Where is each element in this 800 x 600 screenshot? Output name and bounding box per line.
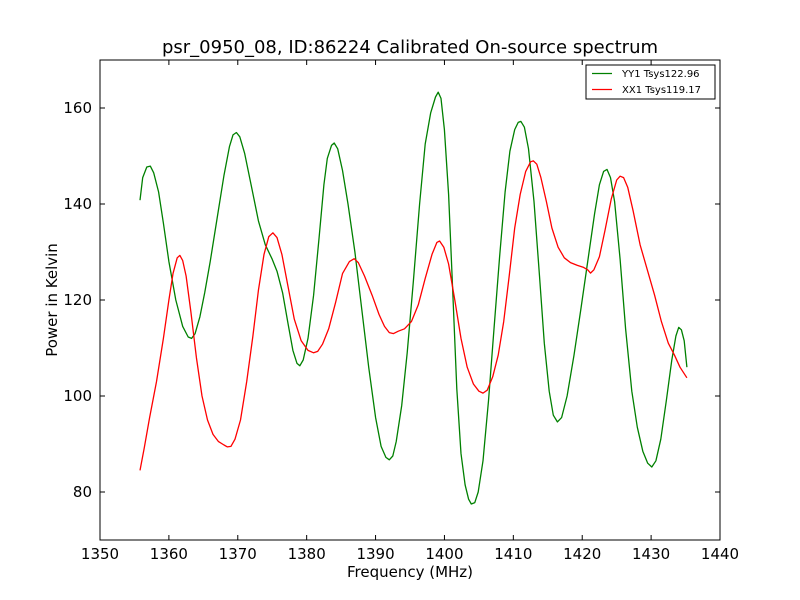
x-tick-label: 1380: [288, 545, 326, 563]
x-tick-label: 1430: [632, 545, 670, 563]
y-axis-label: Power in Kelvin: [43, 243, 61, 357]
y-tick-label: 160: [63, 99, 92, 117]
plot-area: 1350 1360 1370 1380 1390 1400 1410 1420 1430 1440…: [63, 59, 739, 563]
legend: YY1 Tsys122.96 XX1 Tsys119.17: [585, 64, 716, 100]
series-line-xx1: [139, 160, 688, 471]
series-line-yy1: [139, 91, 688, 505]
y-tick-label: 120: [63, 291, 92, 309]
x-tick-label: 1350: [81, 545, 119, 563]
x-tick-label: 1410: [494, 545, 532, 563]
series-layer: [139, 91, 688, 505]
x-tick-label: 1390: [356, 545, 394, 563]
legend-label-yy1: YY1 Tsys122.96: [621, 69, 700, 80]
x-axis-label: Frequency (MHz): [347, 563, 473, 581]
x-tick-label: 1400: [425, 545, 463, 563]
x-tick-label: 1360: [150, 545, 188, 563]
y-tick-label: 80: [73, 483, 92, 501]
x-tick-label: 1440: [701, 545, 739, 563]
chart-title: psr_0950_08, ID:86224 Calibrated On-sour…: [162, 37, 658, 58]
y-tick-label: 100: [63, 387, 92, 405]
x-tick-label: 1370: [219, 545, 257, 563]
legend-box: [585, 64, 716, 100]
y-tick-label: 140: [63, 195, 92, 213]
x-tick-label: 1420: [563, 545, 601, 563]
tick-layer: 1350 1360 1370 1380 1390 1400 1410 1420 1430 1440…: [63, 60, 739, 563]
legend-label-xx1: XX1 Tsys119.17: [622, 85, 701, 96]
